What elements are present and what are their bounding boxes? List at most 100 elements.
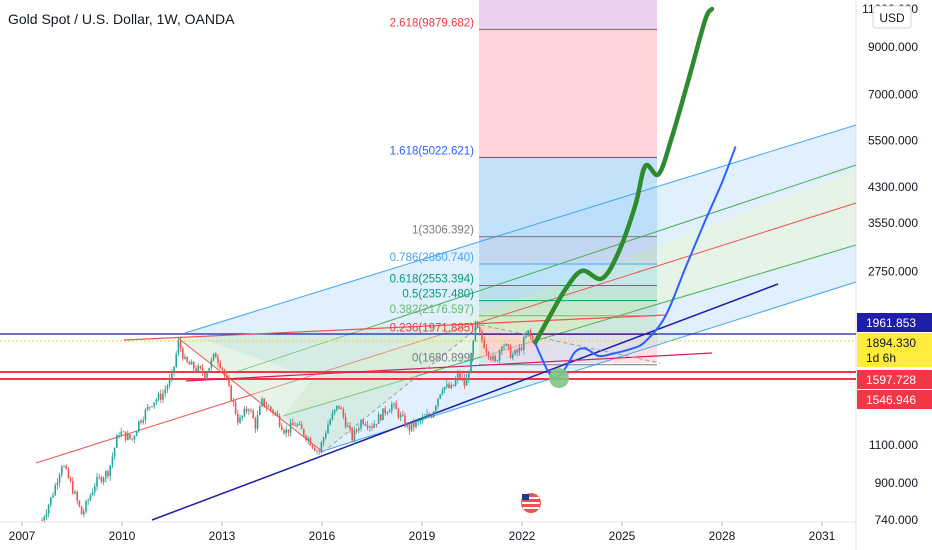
candle-body[interactable]	[215, 353, 217, 358]
candle-body[interactable]	[435, 406, 437, 412]
candle-body[interactable]	[234, 402, 237, 414]
candle-body[interactable]	[446, 384, 448, 387]
candle-body[interactable]	[111, 456, 114, 466]
candle-body[interactable]	[448, 384, 450, 389]
candle-body[interactable]	[375, 423, 378, 425]
candle-body[interactable]	[300, 424, 303, 430]
candle-body[interactable]	[83, 511, 85, 515]
candle-body[interactable]	[404, 415, 406, 427]
candle-body[interactable]	[107, 471, 109, 477]
plot-area[interactable]	[0, 0, 856, 522]
candle-body[interactable]	[459, 373, 461, 378]
candle-body[interactable]	[47, 505, 50, 514]
candle-body[interactable]	[397, 409, 400, 418]
candle-body[interactable]	[182, 348, 184, 359]
candle-body[interactable]	[333, 409, 336, 414]
candle-body[interactable]	[281, 425, 283, 430]
candle-body[interactable]	[487, 351, 490, 357]
candle-body[interactable]	[461, 377, 463, 379]
candle-body[interactable]	[307, 438, 309, 441]
candle-body[interactable]	[373, 423, 375, 428]
candle-body[interactable]	[276, 412, 279, 416]
candle-body[interactable]	[454, 379, 457, 386]
candle-body[interactable]	[245, 408, 248, 412]
candle-body[interactable]	[204, 373, 206, 378]
candle-body[interactable]	[135, 431, 138, 437]
candle-body[interactable]	[331, 413, 334, 420]
candle-body[interactable]	[415, 421, 417, 428]
candle-body[interactable]	[58, 474, 61, 483]
candle-body[interactable]	[85, 501, 87, 512]
candle-body[interactable]	[228, 378, 230, 386]
candle-body[interactable]	[472, 340, 474, 355]
candle-body[interactable]	[100, 477, 103, 482]
candle-body[interactable]	[45, 513, 48, 518]
candle-body[interactable]	[193, 361, 195, 369]
candle-body[interactable]	[166, 385, 169, 390]
candle-body[interactable]	[72, 481, 74, 494]
candle-body[interactable]	[43, 517, 45, 521]
candle-body[interactable]	[250, 410, 252, 412]
candle-body[interactable]	[318, 450, 320, 452]
candle-body[interactable]	[133, 436, 136, 440]
candle-body[interactable]	[278, 415, 281, 426]
candle-body[interactable]	[54, 484, 56, 496]
candle-body[interactable]	[232, 400, 235, 403]
candle-body[interactable]	[61, 466, 63, 475]
candle-body[interactable]	[294, 425, 296, 426]
candle-body[interactable]	[413, 422, 415, 428]
upper-resistance-trendline[interactable]	[123, 314, 667, 341]
candle-body[interactable]	[362, 420, 364, 424]
candle-body[interactable]	[160, 393, 162, 400]
candle-body[interactable]	[364, 423, 367, 426]
candle-body[interactable]	[377, 414, 380, 424]
candle-body[interactable]	[179, 340, 182, 349]
long-term-trendline[interactable]	[151, 283, 779, 521]
candle-body[interactable]	[190, 361, 193, 365]
candle-body[interactable]	[520, 347, 523, 350]
candle-body[interactable]	[450, 384, 452, 389]
candle-body[interactable]	[127, 434, 129, 440]
candle-body[interactable]	[153, 402, 155, 407]
candle-body[interactable]	[171, 372, 173, 379]
candle-body[interactable]	[256, 415, 259, 429]
us-flag-icon[interactable]	[521, 493, 541, 513]
candle-body[interactable]	[485, 348, 488, 352]
candle-body[interactable]	[338, 405, 340, 408]
candle-body[interactable]	[351, 428, 353, 441]
candle-body[interactable]	[344, 416, 347, 427]
candle-body[interactable]	[369, 426, 371, 428]
channel-upper-mid-line[interactable]	[235, 164, 857, 373]
candle-body[interactable]	[142, 420, 144, 423]
candle-body[interactable]	[173, 366, 175, 373]
candle-body[interactable]	[124, 431, 127, 440]
price-axis-panel[interactable]	[856, 0, 932, 550]
candle-body[interactable]	[336, 405, 338, 410]
candle-body[interactable]	[311, 445, 314, 448]
candle-body[interactable]	[474, 321, 477, 341]
candle-body[interactable]	[430, 415, 433, 418]
candle-body[interactable]	[496, 360, 499, 362]
candle-body[interactable]	[91, 492, 94, 496]
candle-body[interactable]	[155, 399, 158, 403]
candle-body[interactable]	[329, 419, 331, 425]
candle-body[interactable]	[98, 477, 100, 478]
candle-body[interactable]	[102, 478, 105, 482]
candle-body[interactable]	[523, 337, 525, 350]
price-tag-box[interactable]	[857, 333, 932, 367]
candle-body[interactable]	[140, 420, 142, 423]
candle-body[interactable]	[217, 357, 219, 363]
candle-body[interactable]	[129, 434, 131, 439]
candle-body[interactable]	[274, 412, 276, 414]
candle-body[interactable]	[457, 373, 459, 380]
candle-body[interactable]	[41, 520, 43, 521]
candle-body[interactable]	[69, 478, 72, 482]
candle-body[interactable]	[410, 422, 413, 431]
candle-body[interactable]	[501, 346, 503, 351]
candle-body[interactable]	[138, 420, 140, 432]
candle-body[interactable]	[164, 389, 166, 394]
candle-body[interactable]	[384, 408, 386, 414]
candle-body[interactable]	[424, 416, 426, 418]
candle-body[interactable]	[186, 356, 188, 362]
